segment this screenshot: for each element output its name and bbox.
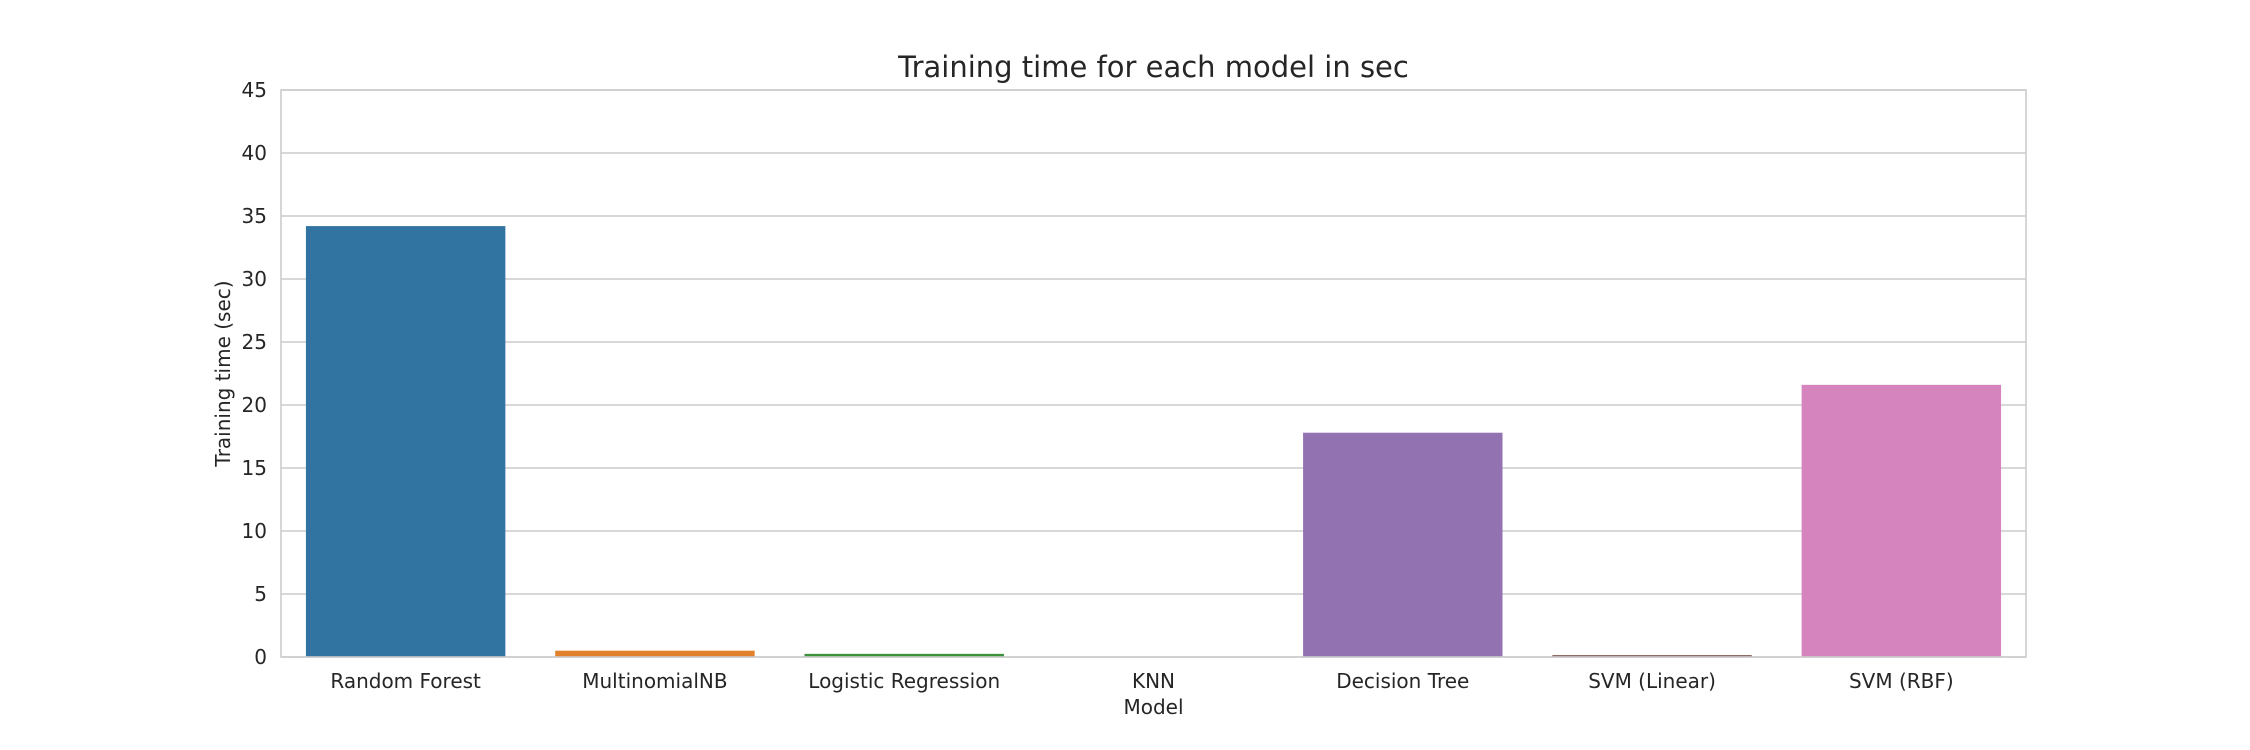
y-tick-label: 10 xyxy=(242,519,267,543)
x-tick-label: MultinomialNB xyxy=(582,669,727,693)
plot-frame xyxy=(280,89,2027,658)
x-tick-labels: Random Forest MultinomialNB Logistic Regre… xyxy=(330,669,1953,693)
x-tick-label: Logistic Regression xyxy=(808,669,1000,693)
y-tick-label: 20 xyxy=(242,393,267,417)
y-tick-labels: 0 5 10 15 20 25 30 35 40 45 xyxy=(242,78,267,669)
y-tick-label: 40 xyxy=(242,141,267,165)
chart-title: Training time for each model in sec xyxy=(897,50,1409,84)
x-tick-label: SVM (Linear) xyxy=(1588,669,1716,693)
bar xyxy=(1303,432,1503,657)
x-tick-label: KNN xyxy=(1132,669,1175,693)
bar xyxy=(555,650,755,657)
bar xyxy=(305,226,506,657)
y-tick-label: 0 xyxy=(254,645,267,669)
y-tick-label: 25 xyxy=(242,330,267,354)
y-tick-label: 5 xyxy=(254,582,267,606)
bar xyxy=(1801,384,2002,657)
bars xyxy=(305,226,2002,657)
y-tick-label: 35 xyxy=(242,204,267,228)
y-tick-label: 45 xyxy=(242,78,267,102)
bar xyxy=(804,653,1004,657)
grid-lines xyxy=(281,89,2026,658)
x-tick-label: SVM (RBF) xyxy=(1849,669,1954,693)
x-tick-label: Decision Tree xyxy=(1336,669,1469,693)
x-axis-label: Model xyxy=(1123,695,1183,719)
y-tick-label: 30 xyxy=(242,267,267,291)
y-axis-label: Training time (sec) xyxy=(211,280,235,467)
x-tick-label: Random Forest xyxy=(330,669,481,693)
y-tick-label: 15 xyxy=(242,456,267,480)
bar xyxy=(1552,655,1752,657)
